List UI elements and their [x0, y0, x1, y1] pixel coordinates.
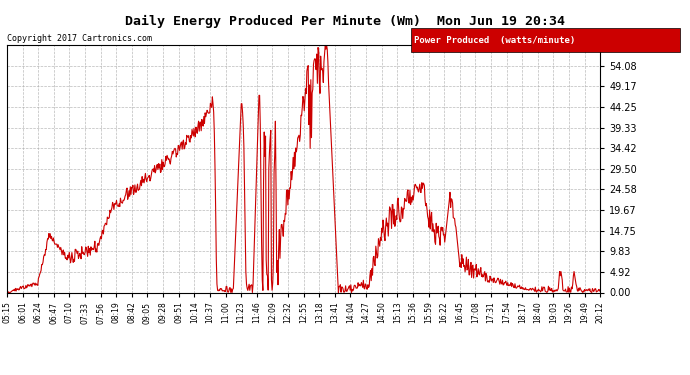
- Text: Power Produced  (watts/minute): Power Produced (watts/minute): [414, 36, 575, 45]
- Text: Daily Energy Produced Per Minute (Wm)  Mon Jun 19 20:34: Daily Energy Produced Per Minute (Wm) Mo…: [125, 15, 565, 28]
- Text: Copyright 2017 Cartronics.com: Copyright 2017 Cartronics.com: [7, 34, 152, 43]
